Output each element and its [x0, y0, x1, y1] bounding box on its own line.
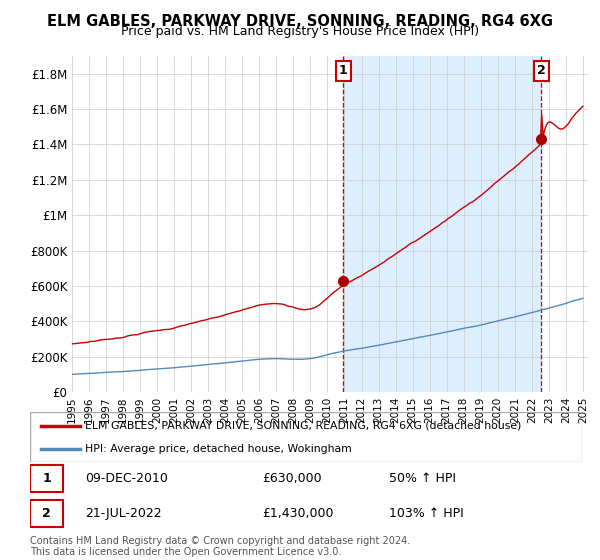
Text: HPI: Average price, detached house, Wokingham: HPI: Average price, detached house, Woki… [85, 445, 352, 454]
Text: 09-DEC-2010: 09-DEC-2010 [85, 472, 168, 485]
Text: 50% ↑ HPI: 50% ↑ HPI [389, 472, 456, 485]
Bar [30, 500, 63, 527]
Text: 103% ↑ HPI: 103% ↑ HPI [389, 507, 464, 520]
Text: ELM GABLES, PARKWAY DRIVE, SONNING, READING, RG4 6XG (detached house): ELM GABLES, PARKWAY DRIVE, SONNING, READ… [85, 421, 521, 431]
Bar [30, 465, 63, 492]
Text: 21-JUL-2022: 21-JUL-2022 [85, 507, 162, 520]
Text: £630,000: £630,000 [262, 472, 322, 485]
Text: ELM GABLES, PARKWAY DRIVE, SONNING, READING, RG4 6XG: ELM GABLES, PARKWAY DRIVE, SONNING, READ… [47, 14, 553, 29]
Text: 1: 1 [339, 64, 347, 77]
Text: 2: 2 [537, 64, 545, 77]
Text: £1,430,000: £1,430,000 [262, 507, 334, 520]
Bar [343, 56, 541, 392]
Text: 2: 2 [42, 507, 51, 520]
Text: 1: 1 [42, 472, 51, 485]
Text: Price paid vs. HM Land Registry's House Price Index (HPI): Price paid vs. HM Land Registry's House … [121, 25, 479, 38]
Text: Contains HM Land Registry data © Crown copyright and database right 2024.
This d: Contains HM Land Registry data © Crown c… [30, 535, 410, 557]
